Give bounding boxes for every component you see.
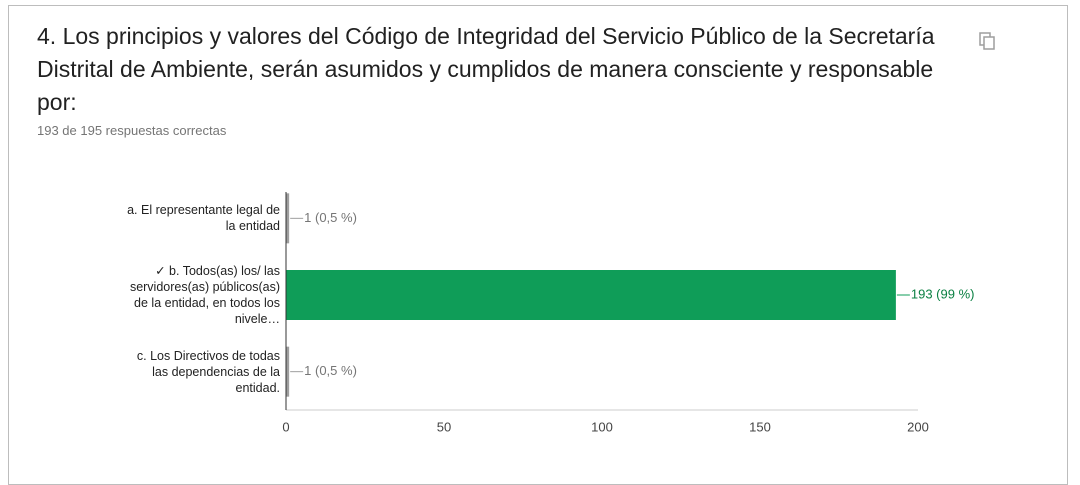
x-tick-label: 0 bbox=[282, 419, 289, 434]
category-label: a. El representante legal de la entidad bbox=[20, 202, 280, 234]
value-label: 1 (0,5 %) bbox=[304, 210, 357, 225]
page: 4. Los principios y valores del Código d… bbox=[8, 5, 1068, 485]
bar bbox=[286, 270, 896, 320]
bar bbox=[286, 193, 290, 244]
x-tick-label: 200 bbox=[907, 419, 929, 434]
value-label: 1 (0,5 %) bbox=[304, 363, 357, 378]
category-label: c. Los Directivos de todas las dependenc… bbox=[20, 348, 280, 396]
bar bbox=[286, 346, 290, 397]
chart: 0 50 100 150 200 1 (0,5 %) 193 (99 %) 1 (0,5 %) bbox=[282, 32, 995, 434]
question-title: 4. Los principios y valores del Código d… bbox=[37, 23, 935, 115]
category-label: ✓ b. Todos(as) los/ las servidores(as) p… bbox=[20, 263, 280, 327]
copy-icon[interactable] bbox=[979, 32, 995, 50]
value-label: 193 (99 %) bbox=[911, 286, 975, 301]
x-tick-label: 100 bbox=[591, 419, 613, 434]
x-tick-label: 150 bbox=[749, 419, 771, 434]
x-tick-label: 50 bbox=[437, 419, 451, 434]
category-text: c. Los Directivos de todas las dependenc… bbox=[136, 348, 280, 395]
subtitle: 193 de 195 respuestas correctas bbox=[37, 123, 227, 138]
category-text: ✓ b. Todos(as) los/ las servidores(as) p… bbox=[129, 264, 280, 326]
category-text: a. El representante legal de la entidad bbox=[127, 203, 280, 234]
